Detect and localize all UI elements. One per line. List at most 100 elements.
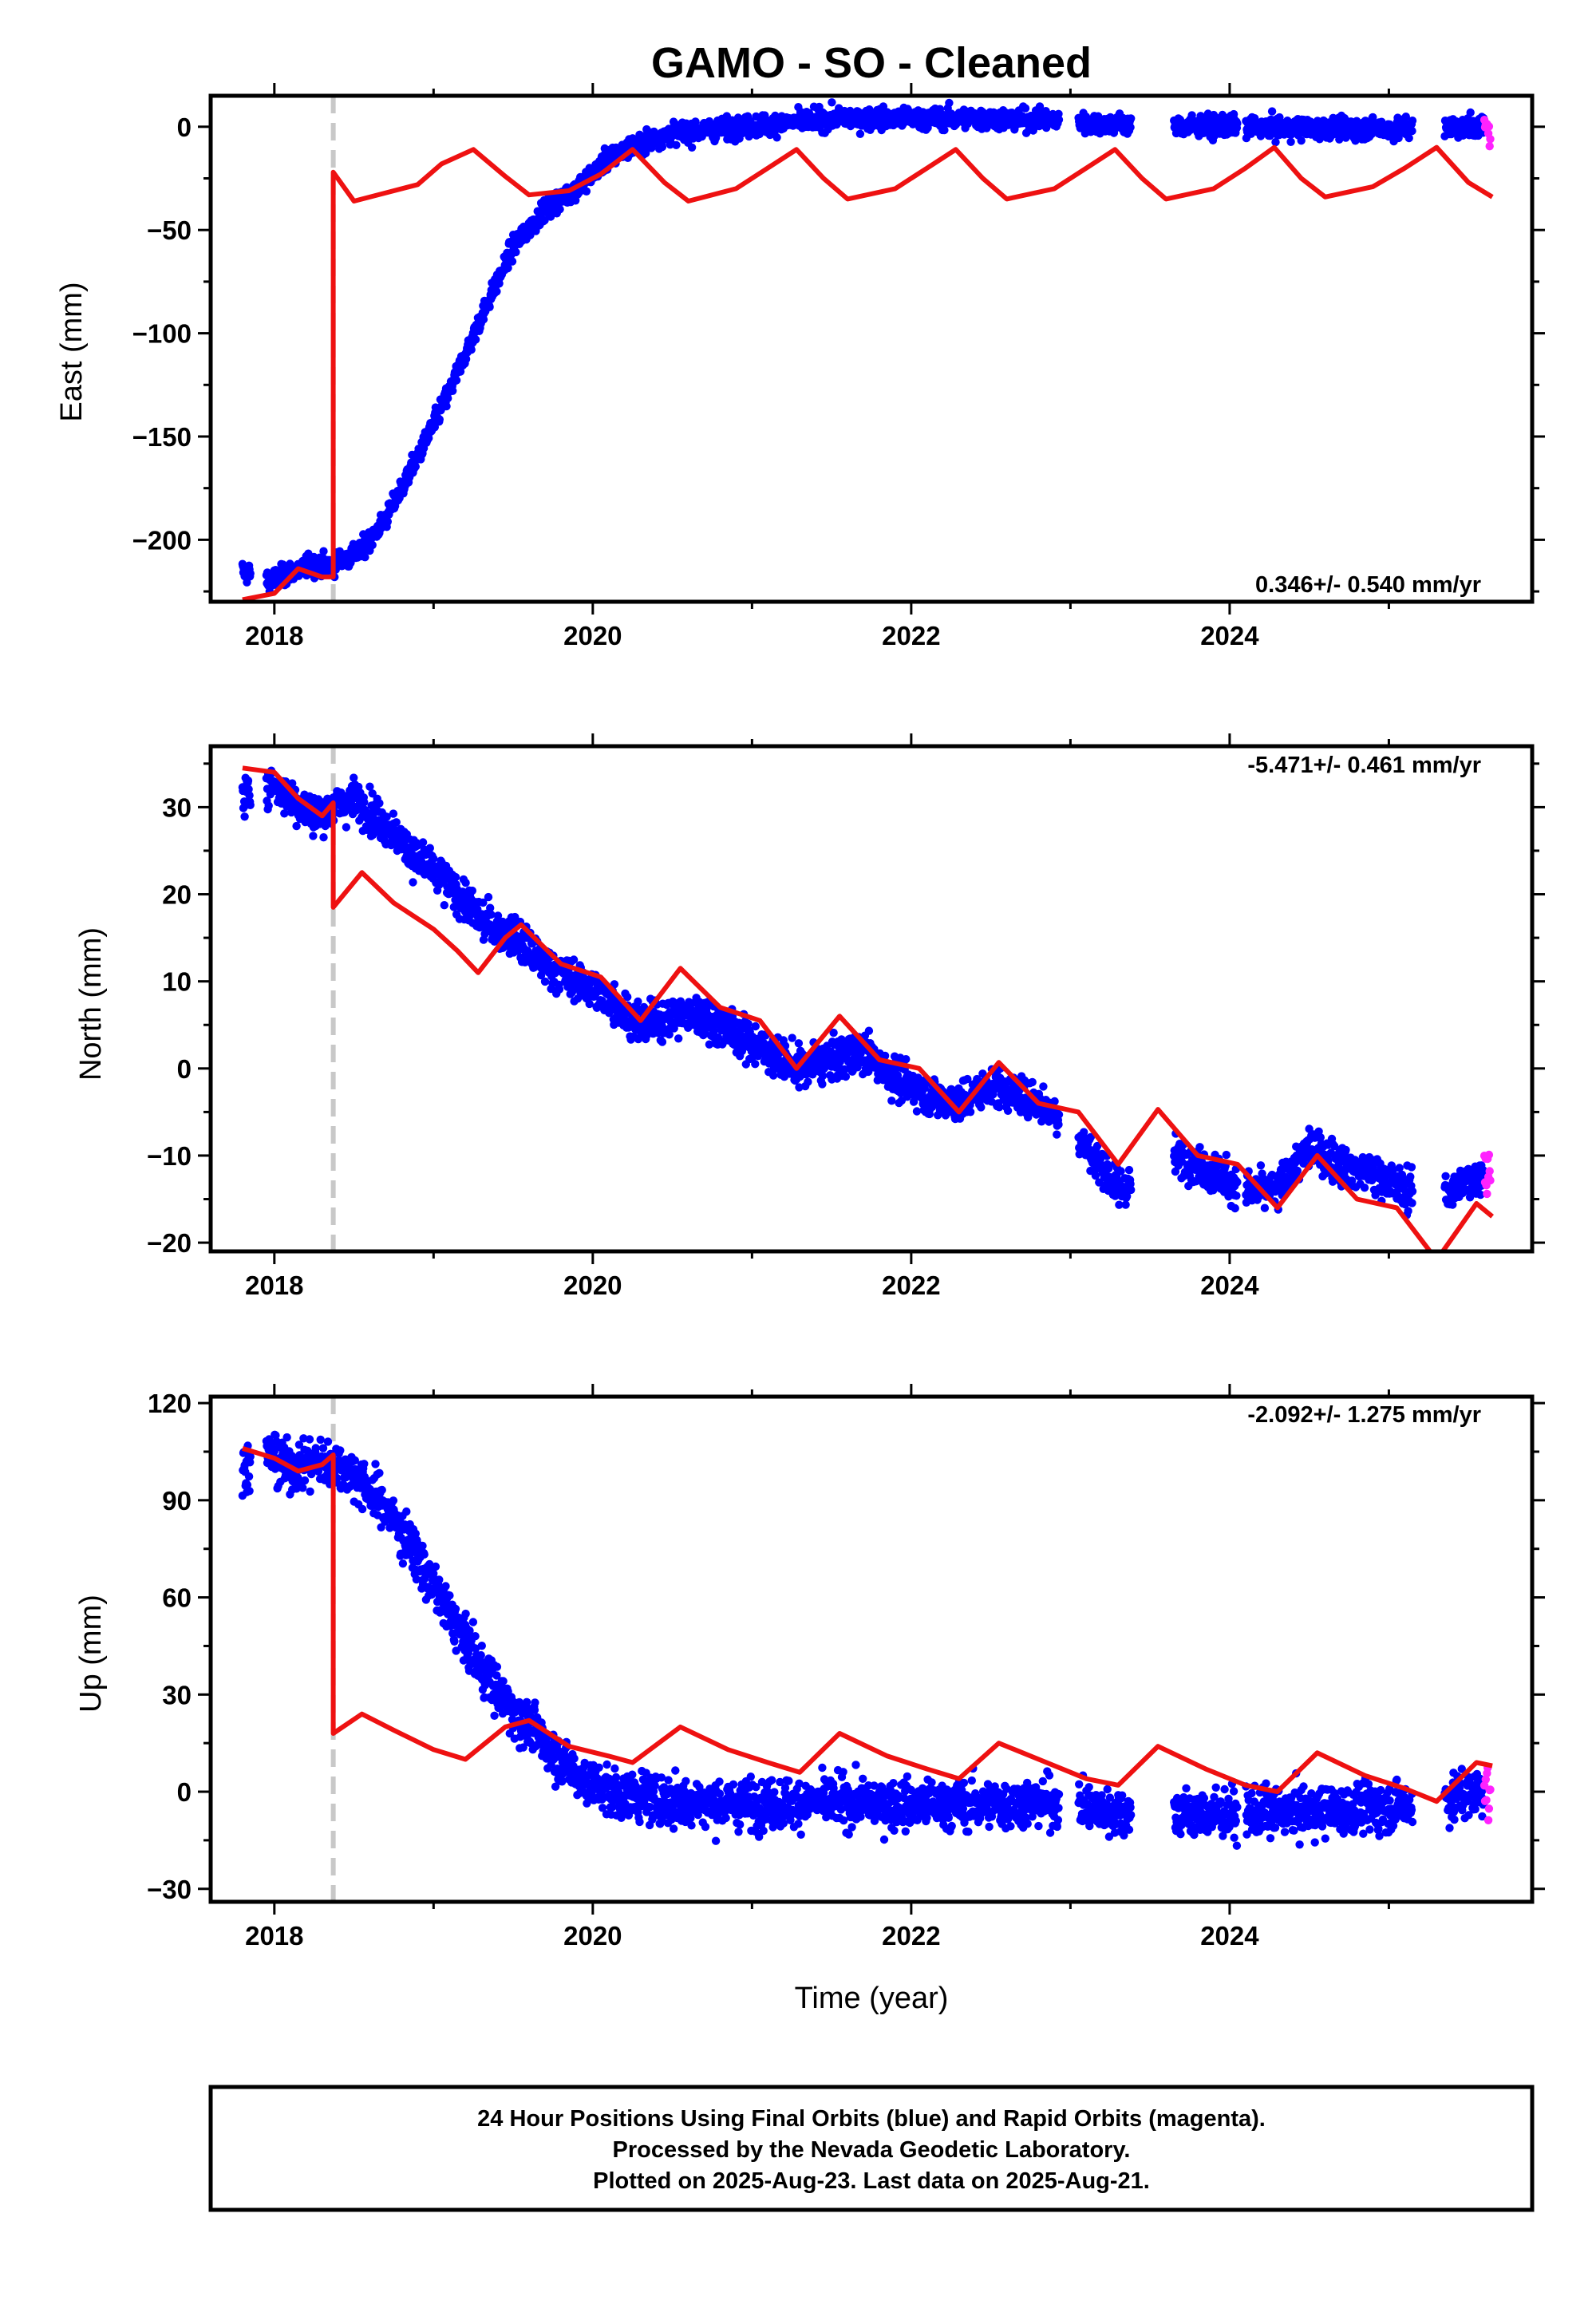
north-data-point <box>1039 1082 1048 1091</box>
east-data-point <box>430 423 439 432</box>
east-xtick-label: 2018 <box>245 621 303 650</box>
east-model-curve <box>242 144 1494 602</box>
north-data-point <box>319 833 328 842</box>
east-data-point <box>1286 137 1295 146</box>
east-data-point <box>1127 114 1136 123</box>
north-data-point <box>818 1080 827 1089</box>
north-data-point <box>788 1034 796 1042</box>
east-frame <box>208 93 1535 604</box>
east-data-point <box>246 569 255 578</box>
north-data-point <box>292 821 301 831</box>
north-data-point <box>1341 1145 1350 1155</box>
east-data-point <box>1404 133 1413 143</box>
north-data-point <box>1054 1120 1063 1129</box>
north-data-point <box>1053 1130 1061 1139</box>
east-data-point <box>508 257 517 266</box>
east-data-point <box>279 560 287 569</box>
east-rate: 0.346+/- 0.540 mm/yr <box>1255 572 1481 598</box>
north-data-point <box>245 791 254 800</box>
east-data-point <box>555 205 564 214</box>
east-xtick-label: 2024 <box>1200 621 1259 650</box>
north-data-point <box>382 812 391 821</box>
east-xtick-label: 2022 <box>882 621 940 650</box>
east-data-point <box>772 133 781 142</box>
east-data-point <box>442 401 451 411</box>
east-data-point <box>495 279 504 288</box>
north-data-point <box>418 838 428 847</box>
east-data-point <box>1408 126 1416 136</box>
east-data-point <box>540 215 549 225</box>
east-data-point <box>1267 107 1277 116</box>
north-data-point <box>887 1097 896 1105</box>
east-data-point <box>945 98 954 108</box>
north-data-point <box>264 801 273 810</box>
north-data-point <box>977 1103 986 1112</box>
east-data-point <box>512 247 520 257</box>
north-data-point <box>484 892 493 902</box>
north-data-point <box>751 1060 760 1069</box>
north-data-point <box>1080 1128 1088 1136</box>
north-data-point <box>1233 1178 1242 1187</box>
east-data-point <box>452 376 461 385</box>
east-xtick-label: 2020 <box>563 621 622 650</box>
east-data-point <box>828 98 836 107</box>
east-data-point <box>1297 136 1306 145</box>
north-data-point <box>392 818 401 827</box>
north-data-point <box>1028 1077 1037 1087</box>
east-data-point <box>1035 102 1045 111</box>
east-data-point <box>1466 108 1475 117</box>
north-data-point <box>389 809 398 818</box>
north-data-point <box>487 910 496 919</box>
east-rapid-point <box>1485 142 1494 151</box>
north-data-point <box>425 844 434 852</box>
north-data-point <box>1003 1106 1013 1116</box>
east-rapid-point <box>1486 135 1495 144</box>
east-data-point <box>448 386 457 395</box>
east-data-point <box>1021 104 1030 113</box>
north-data-point <box>375 799 384 808</box>
north-data-point <box>1116 1167 1125 1176</box>
east-data-point <box>687 143 697 152</box>
north-data-point <box>794 1039 804 1048</box>
east-data-point <box>319 547 328 555</box>
east-data-point <box>658 142 667 152</box>
north-data-point <box>1127 1185 1136 1195</box>
north-data-point <box>1195 1143 1204 1152</box>
north-data-point <box>342 823 351 832</box>
east-data-point <box>1187 111 1196 120</box>
north-data-point <box>240 812 249 821</box>
north-data-point <box>440 901 448 910</box>
north-data-point <box>1222 1150 1231 1160</box>
east-data-point <box>582 187 591 196</box>
east-ylabel: East (mm) <box>55 282 89 421</box>
east-data-point <box>642 148 650 158</box>
north-data-point <box>1293 1166 1302 1176</box>
east-data-point <box>471 335 480 344</box>
east-data-point <box>672 140 681 149</box>
north-data-point <box>429 854 438 864</box>
north-data-point <box>360 798 369 807</box>
north-data-point <box>280 809 289 818</box>
north-data-point <box>1231 1203 1239 1213</box>
north-data-point <box>246 800 255 809</box>
east-ytick-label: −100 <box>132 319 192 349</box>
north-data-point <box>451 872 460 882</box>
east-points <box>238 96 1495 602</box>
east-data-point <box>411 462 420 471</box>
east-data-point <box>492 287 501 296</box>
north-data-point <box>309 832 318 840</box>
north-data-point <box>369 831 377 840</box>
east-data-point <box>1054 115 1064 124</box>
north-data-point <box>658 1037 667 1046</box>
north-data-point <box>555 985 564 994</box>
east-data-point <box>1408 117 1417 125</box>
east-ytick-label: −200 <box>132 525 192 555</box>
north-data-point <box>365 782 374 791</box>
east-data-point <box>467 346 476 354</box>
north-data-point <box>409 878 417 887</box>
east-data-point <box>855 129 865 138</box>
north-data-point <box>540 977 550 986</box>
north-data-point <box>674 1034 683 1043</box>
north-data-point <box>461 879 470 887</box>
